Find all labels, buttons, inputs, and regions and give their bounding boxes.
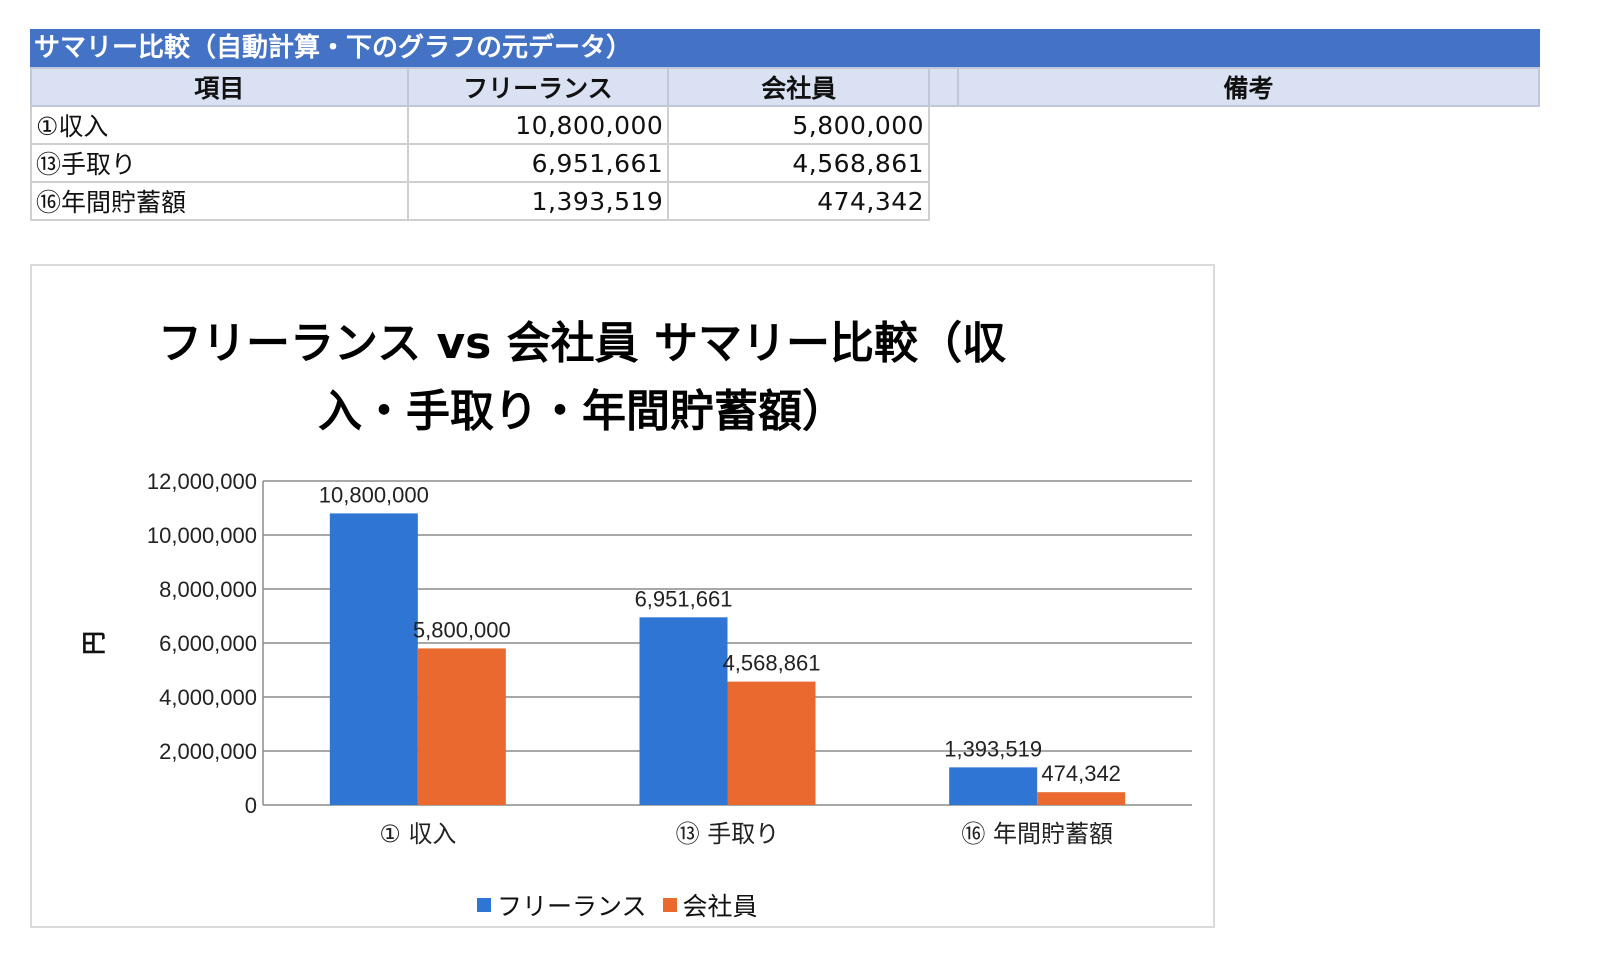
chart-container[interactable]: フリーランス vs 会社員 サマリー比較（収 入・手取り・年間貯蓄額） 0 2,0… — [30, 264, 1215, 928]
chart-title: フリーランス vs 会社員 サマリー比較（収 入・手取り・年間貯蓄額） — [32, 310, 1132, 446]
x-category-label: ① 収入 — [379, 820, 456, 848]
y-tick-label: 10,000,000 — [147, 523, 257, 548]
header-item[interactable]: 項目 — [30, 67, 409, 107]
bar-employee — [1037, 792, 1126, 805]
summary-sheet: サマリー比較（自動計算・下のグラフの元データ） 項目 フリーランス 会社員 備考… — [30, 29, 1540, 221]
y-tick-label: 6,000,000 — [159, 631, 257, 656]
bar-freelance — [949, 767, 1038, 805]
chart-title-line-2: 入・手取り・年間貯蓄額） — [318, 386, 846, 437]
y-axis-label: 円 — [80, 631, 108, 655]
header-note[interactable]: 備考 — [957, 67, 1540, 107]
employee-value[interactable]: 474,342 — [667, 181, 931, 221]
x-category-label: ⑬ 手取り — [676, 820, 780, 848]
empty-cell[interactable] — [929, 106, 958, 144]
freelance-value[interactable]: 6,951,661 — [406, 143, 670, 183]
x-category-label: ⑯ 年間貯蓄額 — [961, 820, 1113, 848]
empty-cell[interactable] — [929, 182, 958, 220]
bar-employee — [417, 648, 506, 805]
employee-value[interactable]: 4,568,861 — [667, 143, 931, 183]
header-freelance[interactable]: フリーランス — [406, 67, 670, 107]
data-label: 10,800,000 — [319, 482, 429, 507]
bar-chart: 0 2,000,000 4,000,000 6,000,000 8,000,000 10,… — [80, 469, 1192, 848]
note-cell[interactable] — [958, 144, 1539, 182]
y-tick-label: 12,000,000 — [147, 469, 257, 494]
legend-item-freelance: フリーランス — [477, 887, 647, 923]
data-label: 474,342 — [1041, 761, 1121, 786]
data-label: 5,800,000 — [413, 617, 511, 642]
table-row: ⑯年間貯蓄額 1,393,519 474,342 — [30, 181, 1539, 221]
y-tick-label: 8,000,000 — [159, 577, 257, 602]
legend-swatch-employee — [662, 898, 677, 912]
y-tick-label: 4,000,000 — [159, 685, 257, 710]
chart-title-line-1: フリーランス vs 会社員 サマリー比較（収 — [158, 318, 1006, 369]
legend-label-freelance: フリーランス — [497, 892, 647, 921]
row-label[interactable]: ⑬手取り — [30, 143, 409, 183]
bar-freelance — [329, 513, 418, 805]
table-header-row: 項目 フリーランス 会社員 備考 — [30, 67, 1540, 107]
table-row: ①収入 10,800,000 5,800,000 — [30, 105, 1539, 145]
freelance-value[interactable]: 10,800,000 — [406, 105, 670, 145]
y-tick-label: 0 — [245, 793, 257, 818]
summary-title: サマリー比較（自動計算・下のグラフの元データ） — [30, 29, 1540, 67]
data-label: 6,951,661 — [635, 586, 733, 611]
note-cell[interactable] — [958, 106, 1539, 144]
data-label: 1,393,519 — [944, 736, 1042, 761]
bar-employee — [727, 681, 816, 805]
legend-item-employee: 会社員 — [662, 887, 758, 923]
legend-label-employee: 会社員 — [682, 892, 758, 921]
employee-value[interactable]: 5,800,000 — [667, 105, 931, 145]
header-employee[interactable]: 会社員 — [667, 67, 931, 107]
row-label[interactable]: ⑯年間貯蓄額 — [30, 181, 409, 221]
header-gap-cell[interactable] — [928, 67, 960, 107]
table-row: ⑬手取り 6,951,661 4,568,861 — [30, 143, 1539, 183]
bar-freelance — [639, 617, 728, 805]
legend-swatch-freelance — [477, 898, 491, 912]
summary-table: 項目 フリーランス 会社員 備考 ①収入 10,800,000 5,800,00… — [30, 67, 1540, 221]
empty-cell[interactable] — [929, 144, 958, 182]
y-tick-label: 2,000,000 — [159, 739, 257, 764]
data-label: 4,568,861 — [723, 651, 821, 676]
freelance-value[interactable]: 1,393,519 — [406, 181, 670, 221]
row-label[interactable]: ①収入 — [30, 105, 409, 145]
note-cell[interactable] — [958, 182, 1539, 220]
chart-legend: フリーランス 会社員 — [477, 887, 768, 923]
